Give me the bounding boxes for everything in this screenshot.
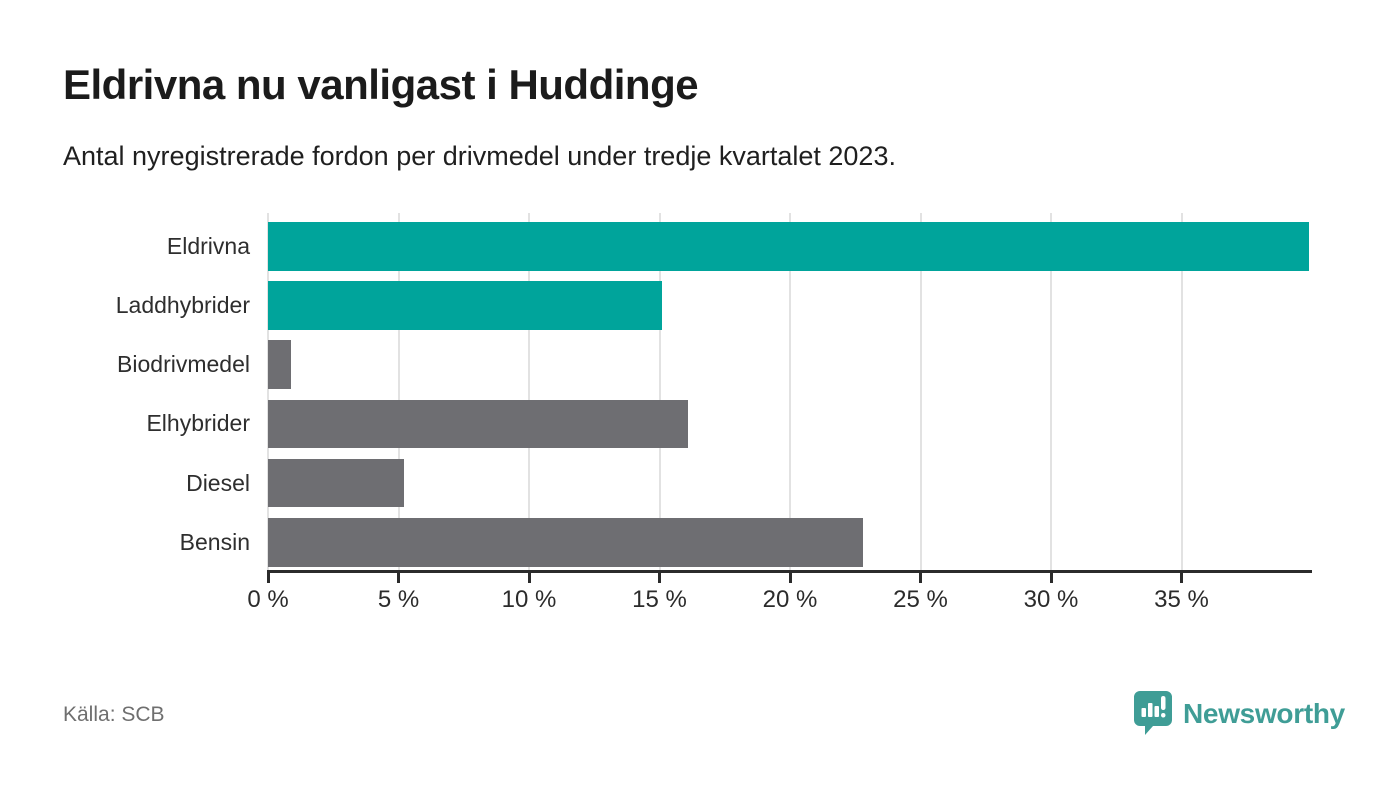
x-axis-tick-label: 30 %: [1023, 586, 1079, 613]
x-axis-tick: [1049, 570, 1053, 583]
category-label-biodrivmedel: Biodrivmedel: [117, 351, 250, 378]
x-axis-tick-label: 25 %: [893, 586, 948, 613]
gridline: [658, 213, 661, 570]
x-axis-tick-label: 35 %: [1154, 586, 1209, 613]
x-axis-tick: [919, 570, 922, 583]
x-axis-tick: [788, 570, 792, 583]
category-label-eldrivna: Eldrivna: [166, 232, 250, 259]
gridline: [397, 213, 400, 570]
gridline: [528, 213, 530, 570]
x-axis-tick-label: 10 %: [501, 586, 557, 613]
x-axis-tick: [397, 570, 400, 583]
bar-laddhybrider: [268, 281, 663, 330]
x-axis-tick-label: 15 %: [632, 586, 687, 613]
bar-bensin: [268, 518, 864, 567]
category-label-elhybrider: Elhybrider: [146, 410, 250, 437]
category-label-bensin: Bensin: [179, 528, 250, 555]
bar-eldrivna: [268, 222, 1310, 271]
category-label-diesel: Diesel: [186, 469, 250, 496]
x-axis-tick-label: 20 %: [762, 586, 818, 613]
gridline: [1180, 213, 1183, 570]
source-attribution: Källa: SCB: [63, 703, 165, 726]
x-axis-tick: [266, 570, 270, 583]
newsworthy-speech-bubble-bar-chart-icon: [1134, 691, 1172, 735]
category-label-laddhybrider: Laddhybrider: [115, 291, 250, 318]
y-axis-category-labels: Eldrivna Laddhybrider Biodrivmedel Elhybrid…: [0, 213, 250, 570]
gridline: [919, 213, 922, 570]
x-axis-tick: [527, 570, 531, 583]
page-subtitle: Antal nyregistrerade fordon per drivmede…: [63, 141, 896, 171]
bar-diesel: [268, 458, 404, 508]
bar-elhybrider: [268, 399, 689, 449]
x-axis-tick: [1180, 570, 1183, 583]
gridline: [1050, 213, 1052, 570]
newsworthy-logo: Newsworthy: [1133, 690, 1345, 737]
x-axis-tick-label: 0 %: [247, 586, 289, 613]
gridline: [267, 213, 269, 570]
x-axis: 0 % 5 % 10 % 15 % 20 % 25 % 30 % 35 %: [247, 570, 1312, 620]
gridline: [789, 213, 791, 570]
plot-area: [267, 213, 1312, 570]
x-axis-tick: [658, 570, 661, 583]
bar-biodrivmedel: [268, 340, 292, 389]
newsworthy-logo-text: Newsworthy: [1183, 697, 1345, 729]
x-axis-tick-label: 5 %: [377, 586, 420, 613]
page-title: Eldrivna nu vanligast i Huddinge: [63, 61, 699, 108]
